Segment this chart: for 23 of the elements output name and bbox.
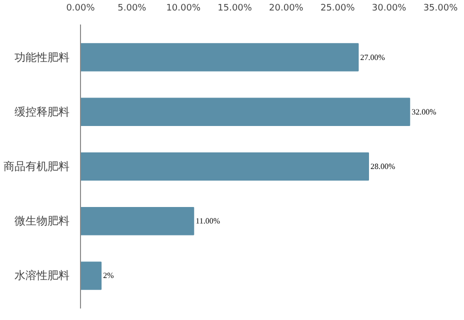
y-tick-label: 功能性肥料: [14, 50, 70, 64]
data-label: 11.00%: [196, 216, 220, 226]
data-label: 32.00%: [412, 107, 437, 116]
bar: [80, 262, 102, 290]
bar: [80, 152, 369, 181]
x-tick-label: 20.00%: [269, 4, 304, 14]
y-tick-label: 商品有机肥料: [4, 160, 70, 173]
x-tick-label: 15.00%: [218, 4, 252, 14]
data-label: 27.00%: [360, 52, 386, 62]
data-label: 28.00%: [370, 162, 396, 171]
x-tick-label: 5.00%: [118, 4, 147, 14]
x-tick-label: 25.00%: [320, 4, 356, 14]
x-tick-label: 0.00%: [66, 4, 96, 14]
y-tick-label: 缓控释肥料: [14, 105, 70, 118]
x-tick-label: 10.00%: [166, 4, 201, 14]
y-tick-label: 微生物肥料: [14, 214, 70, 228]
x-tick-label: 30.00%: [372, 4, 407, 14]
bar: [80, 98, 410, 126]
bar: [80, 43, 359, 72]
y-tick-label: 水溶性肥料: [14, 269, 70, 282]
bar: [80, 206, 194, 236]
x-tick-label: 35.00%: [423, 4, 458, 14]
data-label: 2%: [103, 271, 114, 280]
